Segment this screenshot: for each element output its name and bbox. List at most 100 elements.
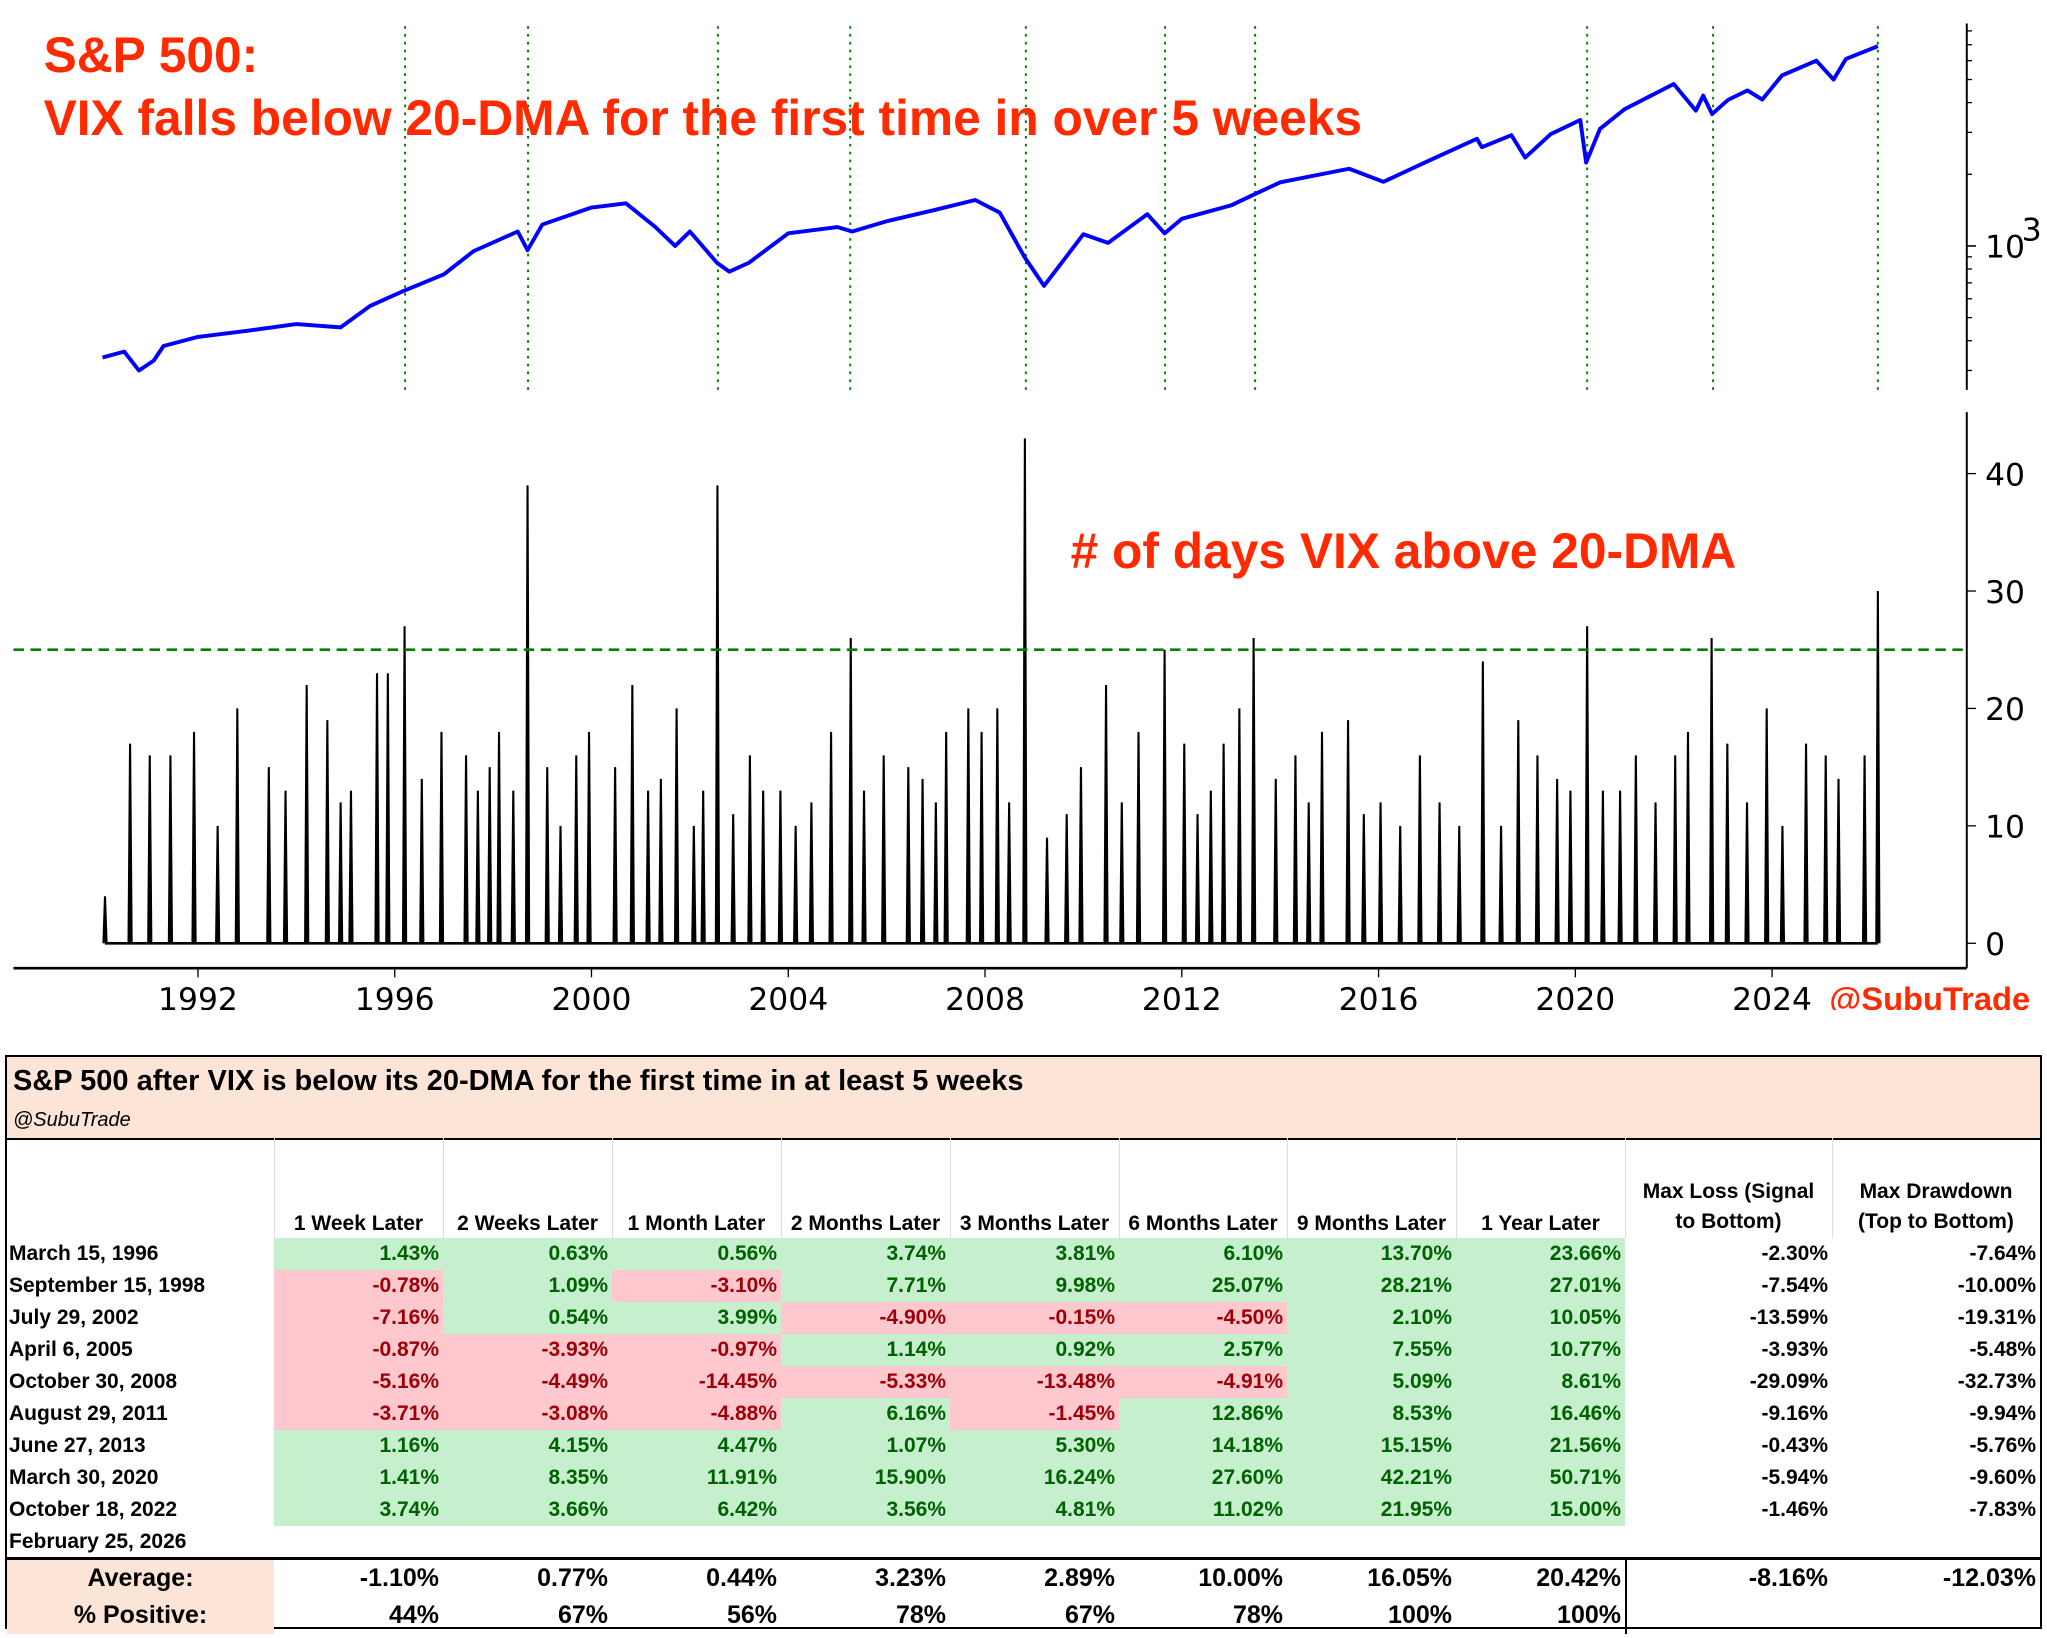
spike-bar	[338, 802, 344, 944]
spike-bar	[933, 802, 939, 944]
average-label: Average:	[7, 1560, 274, 1597]
spike-bar	[524, 485, 531, 944]
return-cell: 3.56%	[781, 1494, 950, 1526]
spike-bar	[1345, 720, 1351, 944]
spike-bar	[808, 802, 815, 944]
positive-cell: 78%	[1232, 1601, 1283, 1629]
column-divider	[612, 1138, 613, 1238]
drawdown-cell: -2.30%	[1761, 1242, 1828, 1265]
spike-bar	[586, 731, 592, 944]
average-cell: 2.89%	[1044, 1564, 1115, 1592]
return-cell: 12.86%	[1119, 1398, 1287, 1430]
spike-bar	[700, 790, 706, 944]
spike-bar	[1306, 802, 1312, 944]
positive-cell: 78%	[895, 1601, 946, 1629]
chart-title: S&P 500:	[44, 27, 259, 83]
return-cell: 15.15%	[1287, 1430, 1456, 1462]
drawdown-cell: -5.48%	[1969, 1338, 2036, 1361]
average-cell: -1.10%	[359, 1564, 439, 1592]
spike-bar	[1135, 731, 1142, 944]
spike-bar	[1685, 731, 1691, 944]
sp500-line	[102, 44, 1879, 373]
vix-annotation: # of days VIX above 20-DMA	[1071, 523, 1737, 579]
spike-bar	[1397, 825, 1403, 944]
drawdown-cell: -0.43%	[1761, 1434, 1828, 1457]
drawdown-cell: -9.94%	[1969, 1402, 2036, 1425]
spike-bar	[510, 790, 516, 944]
spike-bar	[978, 731, 985, 944]
spike-bar	[1600, 790, 1606, 944]
column-divider	[1119, 1138, 1120, 1238]
spike-bar	[1456, 825, 1462, 944]
return-cell: -4.49%	[443, 1366, 612, 1398]
return-cell: 0.56%	[612, 1238, 781, 1270]
spike-bar	[1633, 755, 1639, 944]
x-tick-label: 2012	[1142, 982, 1222, 1010]
spike-bar	[1436, 802, 1443, 944]
return-cell: 4.15%	[443, 1430, 612, 1462]
return-cell: 6.42%	[612, 1494, 781, 1526]
average-cell: 20.42%	[1536, 1564, 1621, 1592]
spike-bar	[266, 767, 272, 944]
return-cell: 3.66%	[443, 1494, 612, 1526]
spike-bar	[401, 626, 408, 944]
row-date: April 6, 2005	[9, 1338, 133, 1361]
spike-bar	[1236, 708, 1242, 944]
return-cell: 5.30%	[950, 1430, 1119, 1462]
sp500-price-plot: 103	[102, 23, 2042, 390]
table-header-band: S&P 500 after VIX is below its 20-DMA fo…	[7, 1057, 2040, 1140]
return-cell: -0.15%	[950, 1302, 1119, 1334]
return-cell: 4.47%	[612, 1430, 781, 1462]
spike-bar	[544, 767, 550, 944]
return-cell: -0.97%	[612, 1334, 781, 1366]
return-cell: 8.53%	[1287, 1398, 1456, 1430]
positive-label: % Positive:	[7, 1597, 274, 1634]
spike-bar	[747, 755, 753, 944]
drawdown-cell: -19.31%	[1957, 1306, 2036, 1329]
return-cell: -7.16%	[274, 1302, 443, 1334]
spike-bar	[1064, 814, 1070, 944]
spike-bar	[1292, 755, 1299, 944]
column-divider	[1456, 1138, 1457, 1238]
spike-bar	[1078, 767, 1084, 944]
spike-bar	[1377, 802, 1384, 944]
x-tick-label: 1996	[355, 982, 435, 1010]
spike-bar	[191, 731, 197, 944]
spike-bar	[1319, 731, 1325, 944]
spike-bar	[419, 778, 425, 944]
drawdown-cell: -5.94%	[1761, 1466, 1828, 1489]
vix-days-plot: 0 10 20 30 40 1992 1996 2000 2004 2008 2012 2016 202…	[13, 412, 2025, 1010]
row-date: October 18, 2022	[9, 1498, 178, 1521]
return-cell: -4.50%	[1119, 1302, 1287, 1334]
return-cell: 7.55%	[1287, 1334, 1456, 1366]
spike-bar	[1515, 720, 1521, 944]
spike-bar	[557, 825, 564, 944]
row-date: February 25, 2026	[9, 1530, 187, 1553]
drawdown-cell: -7.54%	[1761, 1274, 1828, 1297]
row-date: July 29, 2002	[9, 1306, 139, 1329]
y-tick-label-exp: 3	[2022, 213, 2042, 249]
spike-bar	[324, 720, 330, 944]
x-tick-label: 1992	[158, 982, 238, 1010]
return-cell: -4.88%	[612, 1398, 781, 1430]
spike-bar	[943, 731, 949, 944]
return-cell: -3.10%	[612, 1270, 781, 1302]
drawdown-cell: -7.64%	[1969, 1242, 2036, 1265]
spike-bar	[1161, 649, 1168, 944]
drawdown-cell: -9.60%	[1969, 1466, 2036, 1489]
row-date: June 27, 2013	[9, 1434, 146, 1457]
average-drawdown-cell: -12.03%	[1942, 1564, 2036, 1592]
spike-bar	[1584, 626, 1590, 944]
return-cell: 8.61%	[1456, 1366, 1625, 1398]
return-cell: 1.07%	[781, 1430, 950, 1462]
spike-bar	[475, 790, 481, 944]
return-cell: 21.56%	[1456, 1430, 1625, 1462]
return-cell: 2.57%	[1119, 1334, 1287, 1366]
y-tick-label: 0	[1985, 927, 2005, 963]
return-cell: 23.66%	[1456, 1238, 1625, 1270]
column-divider	[274, 1138, 275, 1238]
spike-bar	[374, 673, 380, 944]
spike-bar	[905, 767, 911, 944]
spike-bar	[1652, 802, 1659, 944]
